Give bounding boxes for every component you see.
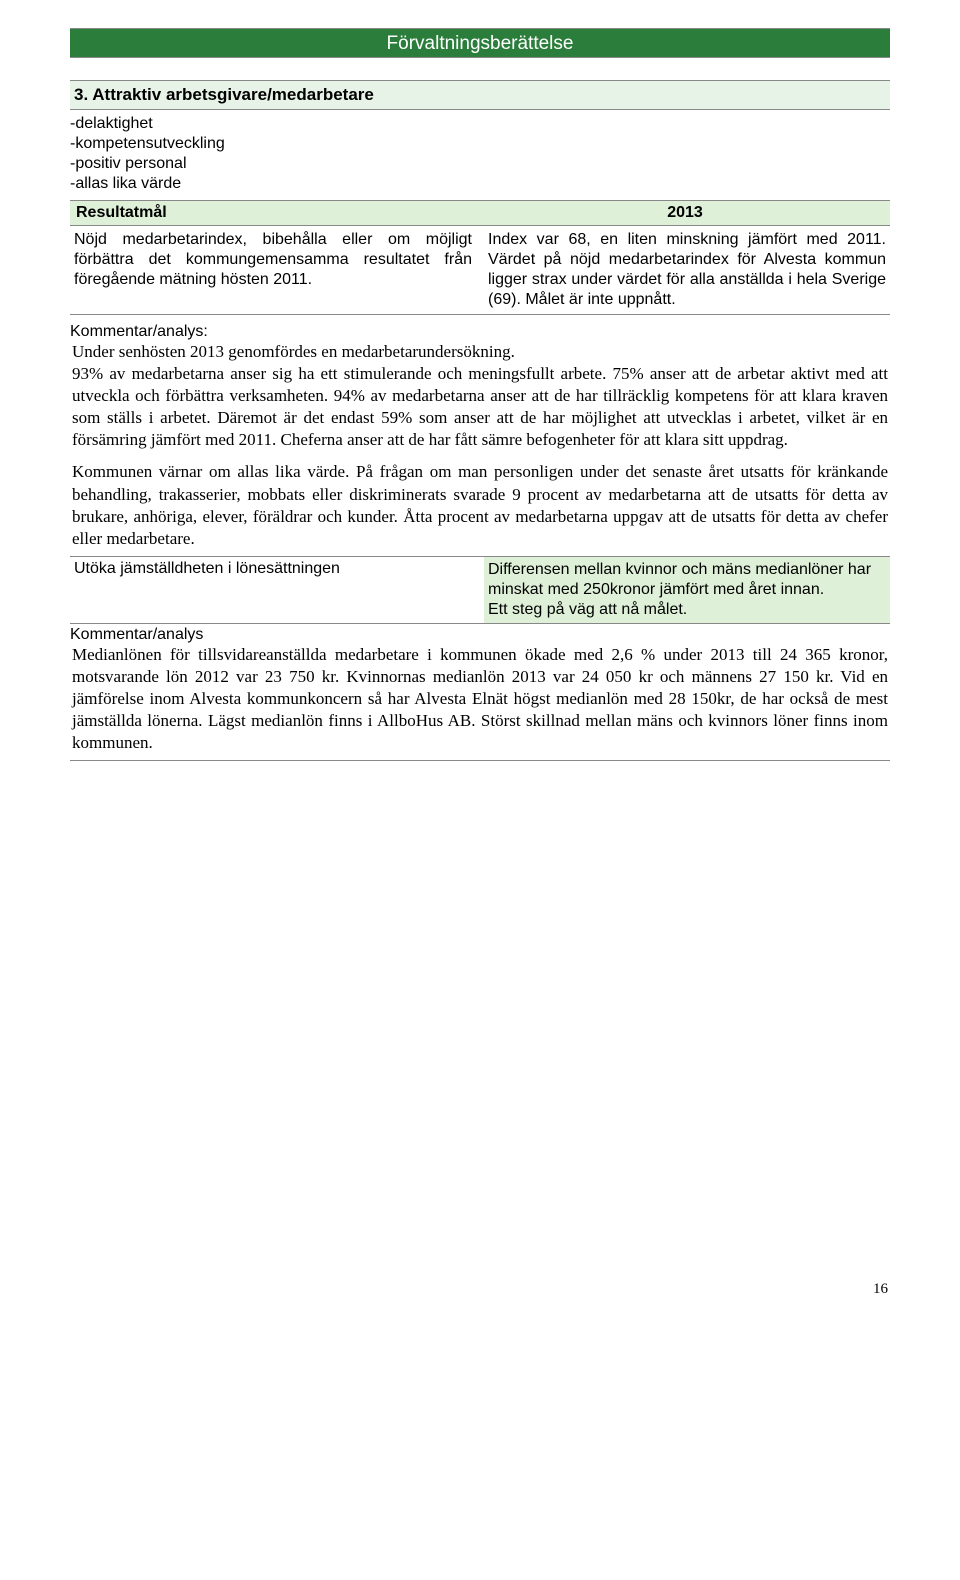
goal-2-right: Differensen mellan kvinnor och mäns medi… <box>484 557 890 623</box>
result-header-left: Resultatmål <box>70 201 480 225</box>
result-header-row: Resultatmål 2013 <box>70 200 890 226</box>
section-title: 3. Attraktiv arbetsgivare/medarbetare <box>70 80 890 110</box>
comment-2-label: Kommentar/analys <box>70 624 890 644</box>
goal-1-right: Index var 68, en liten minskning jämfört… <box>484 228 890 312</box>
page-number: 16 <box>70 1281 890 1298</box>
sub-items-list: -delaktighet-kompetensutveckling-positiv… <box>70 112 890 200</box>
goal-2-row: Utöka jämställdheten i lönesättningen Di… <box>70 557 890 624</box>
result-header-right: 2013 <box>480 201 890 225</box>
comment-1-paragraph-2: Kommunen värnar om allas lika värde. På … <box>70 461 890 556</box>
comment-1-label: Kommentar/analys: <box>70 315 890 341</box>
comment-1-paragraph-1: Under senhösten 2013 genomfördes en meda… <box>70 341 890 461</box>
comment-2-paragraph: Medianlönen för tillsvidareanställda med… <box>70 644 890 761</box>
goal-1-row: Nöjd medarbetarindex, bibehålla eller om… <box>70 226 890 315</box>
header-bar: Förvaltningsberättelse <box>70 28 890 58</box>
goal-1-left: Nöjd medarbetarindex, bibehålla eller om… <box>70 228 476 312</box>
goal-2-left: Utöka jämställdheten i lönesättningen <box>70 557 476 623</box>
